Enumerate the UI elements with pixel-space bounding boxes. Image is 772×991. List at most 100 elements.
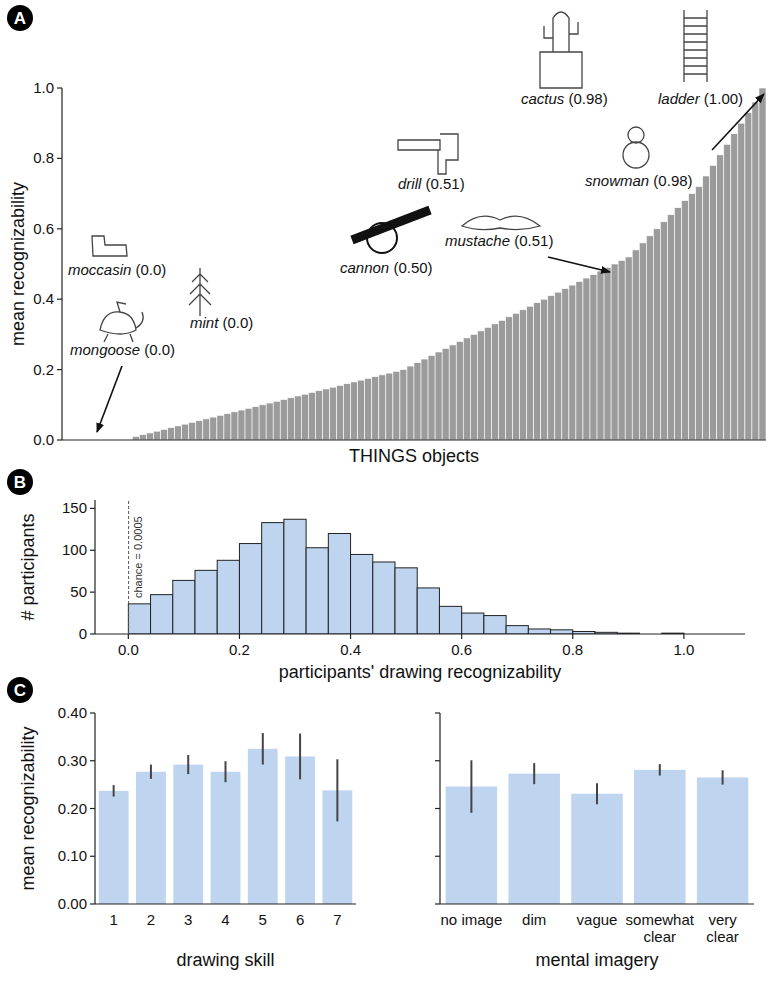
y-tick [435, 760, 440, 761]
y-tick-label: 0.00 [58, 895, 87, 912]
bar [738, 123, 745, 440]
bar [527, 306, 534, 440]
panel-letter: C [14, 681, 26, 700]
chance-label: chance = 0.0005 [132, 516, 144, 598]
annotation-value: (0.0) [218, 314, 253, 331]
bar [449, 345, 456, 440]
x-tick [350, 634, 351, 639]
annotation-value: (0.51) [510, 232, 553, 249]
x-tick-label-line: somewhat [626, 911, 695, 928]
y-axis [61, 88, 62, 440]
bar [597, 271, 604, 440]
x-tick [461, 634, 462, 639]
chance-line [128, 500, 129, 634]
bar [689, 194, 696, 440]
bar [301, 394, 308, 440]
bar [182, 424, 189, 440]
y-tick-label: 0.6 [33, 220, 54, 237]
annotation-name: cactus [521, 90, 565, 107]
histogram-bar [151, 595, 173, 634]
x-tick-label: somewhatclear [626, 911, 695, 945]
y-tick-label: 50 [70, 583, 87, 600]
bar [562, 289, 569, 440]
bar [590, 275, 597, 440]
bar [400, 370, 407, 440]
ladder-doodle [684, 10, 707, 82]
bar [308, 392, 315, 440]
bar [266, 403, 273, 440]
x-tick-label: 5 [259, 911, 267, 928]
bar [541, 299, 548, 440]
x-axis [95, 633, 745, 634]
histogram-bar [373, 562, 395, 634]
x-tick-label: 0.8 [562, 641, 583, 658]
histogram-bar [551, 630, 573, 634]
bar [252, 407, 259, 440]
plot-area [132, 88, 766, 440]
y-tick [90, 856, 95, 857]
bar [456, 341, 463, 440]
x-tick-label: vague [577, 911, 618, 928]
bar [407, 366, 414, 440]
y-tick [57, 439, 62, 440]
panel-letter: B [14, 473, 26, 492]
bar [520, 310, 527, 440]
snowman-head [628, 127, 644, 143]
bar [513, 313, 520, 440]
bar [273, 401, 280, 440]
annotation-name: mint [190, 314, 219, 331]
y-tick-label: 0.4 [33, 290, 54, 307]
bar [287, 398, 294, 440]
error-bar [262, 733, 264, 765]
bar [477, 331, 484, 440]
panel-letter-badge [7, 677, 33, 703]
bar [506, 317, 513, 440]
bar [248, 749, 278, 904]
bar [315, 391, 322, 440]
bar [210, 417, 217, 440]
error-bar [596, 783, 598, 804]
figure: 0.00.20.40.60.81.0mean recognizabilityTH… [0, 0, 772, 991]
drill-doodle [398, 134, 458, 174]
y-axis-title: mean recognizability [18, 726, 38, 890]
error-bar [659, 764, 661, 775]
histogram-bar [328, 534, 350, 635]
bar [639, 243, 646, 440]
histogram-bar [417, 588, 439, 634]
bar [611, 264, 618, 440]
bar [710, 165, 717, 440]
x-tick [128, 634, 129, 639]
error-bar [533, 763, 535, 784]
error-bar [722, 770, 724, 784]
y-tick [90, 903, 95, 904]
bar [646, 236, 653, 440]
x-tick-label: 1.0 [673, 641, 694, 658]
cannon-wheel [367, 223, 397, 253]
bar [435, 352, 442, 440]
histogram-bar [395, 568, 417, 634]
bar [280, 400, 287, 440]
bar [660, 222, 667, 440]
bar [653, 229, 660, 440]
y-tick [435, 712, 440, 713]
histogram-bar [128, 604, 150, 634]
bar [717, 155, 724, 440]
annotation-value: (0.0) [131, 261, 166, 278]
x-tick-label: 1 [109, 911, 117, 928]
bar [667, 215, 674, 440]
cactus-doodle [540, 12, 582, 88]
error-bar [225, 761, 227, 782]
y-axis [94, 500, 95, 634]
annotation-name: ladder [658, 90, 701, 107]
x-tick-label: 0.0 [118, 641, 139, 658]
y-tick [57, 369, 62, 370]
bar [161, 429, 168, 440]
bar [175, 426, 182, 440]
bar [428, 356, 435, 440]
y-axis-title: mean recognizability [8, 182, 28, 346]
bar [245, 408, 252, 440]
histogram-bar [239, 544, 261, 634]
y-tick [90, 760, 95, 761]
bar [576, 282, 583, 440]
x-axis [62, 439, 766, 440]
